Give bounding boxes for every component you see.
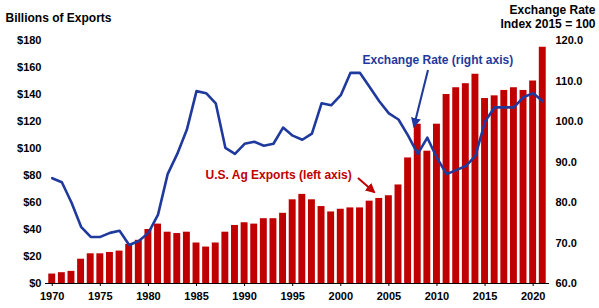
svg-text:Exchange Rate (right axis): Exchange Rate (right axis) xyxy=(363,53,514,67)
svg-text:$0: $0 xyxy=(29,277,41,289)
svg-text:2020: 2020 xyxy=(521,290,545,302)
svg-text:1980: 1980 xyxy=(136,290,160,302)
svg-text:1990: 1990 xyxy=(232,290,256,302)
svg-text:Billions of Exports: Billions of Exports xyxy=(6,11,112,25)
svg-text:2010: 2010 xyxy=(425,290,449,302)
svg-text:$20: $20 xyxy=(23,250,41,262)
svg-text:1985: 1985 xyxy=(184,290,208,302)
svg-text:60.0: 60.0 xyxy=(556,277,577,289)
svg-text:100.0: 100.0 xyxy=(556,115,584,127)
svg-text:2015: 2015 xyxy=(473,290,497,302)
svg-text:$100: $100 xyxy=(17,142,41,154)
svg-text:1995: 1995 xyxy=(280,290,304,302)
svg-text:2005: 2005 xyxy=(377,290,401,302)
svg-text:$180: $180 xyxy=(17,34,41,46)
svg-text:120.0: 120.0 xyxy=(556,34,584,46)
svg-text:1975: 1975 xyxy=(88,290,112,302)
svg-text:90.0: 90.0 xyxy=(556,156,577,168)
svg-text:$80: $80 xyxy=(23,169,41,181)
svg-text:2000: 2000 xyxy=(329,290,353,302)
svg-text:U.S. Ag Exports (left axis): U.S. Ag Exports (left axis) xyxy=(206,168,352,182)
svg-text:$160: $160 xyxy=(17,61,41,73)
svg-text:110.0: 110.0 xyxy=(556,75,583,87)
svg-text:Exchange RateIndex 2015 = 100: Exchange RateIndex 2015 = 100 xyxy=(500,3,595,31)
svg-text:80.0: 80.0 xyxy=(556,196,577,208)
svg-text:$120: $120 xyxy=(17,115,41,127)
svg-text:$40: $40 xyxy=(23,223,41,235)
svg-text:70.0: 70.0 xyxy=(556,237,577,249)
svg-text:$60: $60 xyxy=(23,196,41,208)
svg-text:$140: $140 xyxy=(17,88,41,100)
svg-text:1970: 1970 xyxy=(40,290,64,302)
